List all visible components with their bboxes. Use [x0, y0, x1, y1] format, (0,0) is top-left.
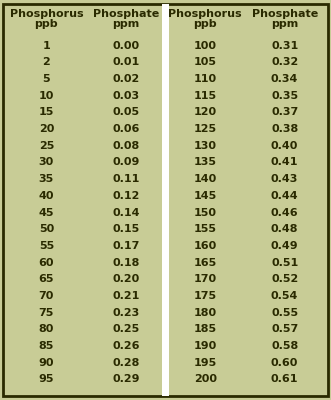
Text: 0.37: 0.37 [271, 108, 298, 118]
Text: 0.09: 0.09 [112, 158, 139, 168]
Text: 25: 25 [39, 141, 54, 151]
Text: 0.35: 0.35 [271, 91, 298, 101]
Text: 0.08: 0.08 [112, 141, 139, 151]
Text: 1: 1 [42, 41, 50, 51]
Text: 0.61: 0.61 [271, 374, 299, 384]
Text: 0.32: 0.32 [271, 57, 298, 67]
Text: 190: 190 [194, 341, 217, 351]
Text: Phosphorus: Phosphorus [168, 9, 242, 19]
Text: 75: 75 [39, 308, 54, 318]
Text: 40: 40 [39, 191, 54, 201]
Text: 0.38: 0.38 [271, 124, 298, 134]
Text: 0.23: 0.23 [112, 308, 139, 318]
Text: 0.18: 0.18 [112, 258, 139, 268]
Text: 65: 65 [39, 274, 54, 284]
Text: ppb: ppb [34, 19, 58, 29]
Text: 35: 35 [39, 174, 54, 184]
Text: 0.34: 0.34 [271, 74, 298, 84]
Text: 0.20: 0.20 [112, 274, 139, 284]
Text: 85: 85 [39, 341, 54, 351]
Text: 0.25: 0.25 [112, 324, 139, 334]
Text: 0.21: 0.21 [112, 291, 139, 301]
Text: 80: 80 [39, 324, 54, 334]
Text: 2: 2 [42, 57, 50, 67]
Text: ppm: ppm [271, 19, 298, 29]
Text: 0.02: 0.02 [112, 74, 139, 84]
Text: ppb: ppb [193, 19, 217, 29]
Text: 0.51: 0.51 [271, 258, 298, 268]
Text: 100: 100 [194, 41, 217, 51]
Text: 0.17: 0.17 [112, 241, 139, 251]
Text: 0.48: 0.48 [271, 224, 299, 234]
Text: ppm: ppm [112, 19, 139, 29]
Text: 155: 155 [194, 224, 217, 234]
Text: 185: 185 [194, 324, 217, 334]
Text: 60: 60 [39, 258, 54, 268]
Text: 0.31: 0.31 [271, 41, 298, 51]
Text: Phosphate: Phosphate [252, 9, 318, 19]
Text: 0.01: 0.01 [112, 57, 139, 67]
Text: 0.55: 0.55 [271, 308, 298, 318]
Text: 0.00: 0.00 [112, 41, 139, 51]
Text: 0.57: 0.57 [271, 324, 298, 334]
Text: 0.14: 0.14 [112, 208, 140, 218]
Text: 110: 110 [194, 74, 217, 84]
Text: 0.11: 0.11 [112, 174, 139, 184]
Text: 45: 45 [39, 208, 54, 218]
Text: 0.03: 0.03 [112, 91, 139, 101]
Text: Phosphate: Phosphate [93, 9, 159, 19]
Text: 0.26: 0.26 [112, 341, 140, 351]
Text: 0.28: 0.28 [112, 358, 139, 368]
Text: 0.54: 0.54 [271, 291, 298, 301]
Text: 0.06: 0.06 [112, 124, 139, 134]
Text: 0.58: 0.58 [271, 341, 298, 351]
Text: 0.60: 0.60 [271, 358, 298, 368]
Text: 5: 5 [42, 74, 50, 84]
Text: 145: 145 [194, 191, 217, 201]
Text: 70: 70 [39, 291, 54, 301]
Text: 0.49: 0.49 [271, 241, 299, 251]
Text: 95: 95 [39, 374, 54, 384]
Text: 165: 165 [194, 258, 217, 268]
Text: 30: 30 [39, 158, 54, 168]
Text: 0.46: 0.46 [271, 208, 299, 218]
Text: 0.15: 0.15 [112, 224, 139, 234]
Text: 200: 200 [194, 374, 217, 384]
Text: 15: 15 [39, 108, 54, 118]
Text: Phosphorus: Phosphorus [10, 9, 83, 19]
Text: 0.12: 0.12 [112, 191, 139, 201]
Text: 160: 160 [194, 241, 217, 251]
Text: 180: 180 [194, 308, 217, 318]
Text: 135: 135 [194, 158, 217, 168]
Text: 90: 90 [39, 358, 54, 368]
Text: 125: 125 [194, 124, 217, 134]
Text: 170: 170 [194, 274, 217, 284]
Text: 105: 105 [194, 57, 217, 67]
Text: 120: 120 [194, 108, 217, 118]
Text: 0.44: 0.44 [271, 191, 299, 201]
Text: 115: 115 [194, 91, 217, 101]
Text: 0.05: 0.05 [112, 108, 139, 118]
Text: 140: 140 [194, 174, 217, 184]
Bar [162, 4, 169, 396]
Text: 150: 150 [194, 208, 217, 218]
Text: 0.29: 0.29 [112, 374, 140, 384]
Text: 195: 195 [194, 358, 217, 368]
Text: 20: 20 [39, 124, 54, 134]
Text: 0.43: 0.43 [271, 174, 298, 184]
Text: 0.40: 0.40 [271, 141, 298, 151]
Text: 10: 10 [39, 91, 54, 101]
Text: 0.41: 0.41 [271, 158, 299, 168]
Text: 55: 55 [39, 241, 54, 251]
Text: 175: 175 [194, 291, 217, 301]
Text: 130: 130 [194, 141, 217, 151]
Text: 0.52: 0.52 [271, 274, 298, 284]
Text: 50: 50 [39, 224, 54, 234]
